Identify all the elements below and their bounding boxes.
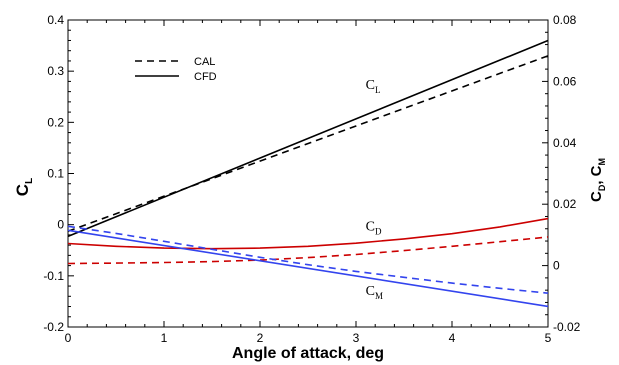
legend-label: CAL (194, 56, 215, 68)
y-right-tick-label: 0.02 (553, 197, 577, 211)
series-line-0 (67, 55, 549, 233)
curve-annotation: CD (366, 219, 382, 236)
y-right-tick-label: -0.02 (553, 320, 581, 334)
y-left-tick-label: 0.1 (47, 167, 64, 181)
y-left-tick-label: -0.2 (43, 320, 64, 334)
y-right-tick-label: 0 (553, 259, 560, 273)
y-right-tick-label: 0.08 (553, 13, 577, 27)
series-line-1 (67, 39, 549, 238)
x-tick-label: 5 (545, 331, 552, 345)
series-line-5 (67, 229, 549, 308)
curve-annotation: CL (366, 78, 381, 95)
series-line-3 (67, 217, 549, 250)
x-tick-label: 0 (65, 331, 72, 345)
y-left-tick-label: -0.1 (43, 269, 64, 283)
x-tick-label: 3 (353, 331, 360, 345)
x-axis-title: Angle of attack, deg (232, 345, 384, 362)
x-tick-label: 2 (257, 331, 264, 345)
curve-annotation: CM (366, 284, 383, 301)
x-tick-label: 4 (449, 331, 456, 345)
axes-frame (67, 19, 549, 328)
y-left-axis-title: CL (13, 178, 35, 196)
legend-label: CFD (194, 71, 217, 83)
y-left-tick-label: 0.3 (47, 64, 64, 78)
series-layer (67, 39, 549, 308)
series-line-2 (67, 236, 549, 265)
legend: CAL CFD (135, 56, 217, 83)
y-left-tick-label: 0.2 (47, 115, 64, 129)
y-right-tick-label: 0.06 (553, 74, 577, 88)
y-left-tick-label: 0 (57, 218, 64, 232)
y-right-axis-title: CD, CM (588, 158, 607, 202)
x-tick-label: 1 (161, 331, 168, 345)
plot-frame (67, 19, 549, 328)
y-right-tick-label: 0.04 (553, 136, 577, 150)
y-left-tick-label: 0.4 (47, 13, 64, 27)
ticks-layer: 0 1 2 3 4 5 -0.2 -0.1 0 0.1 0.2 0.3 0.4 -0.02 0 0.02 0.0… (43, 13, 580, 345)
series-line-4 (67, 225, 549, 294)
labels-layer: CL CD CM Angle of attack, deg CL CD, CM (13, 78, 607, 362)
